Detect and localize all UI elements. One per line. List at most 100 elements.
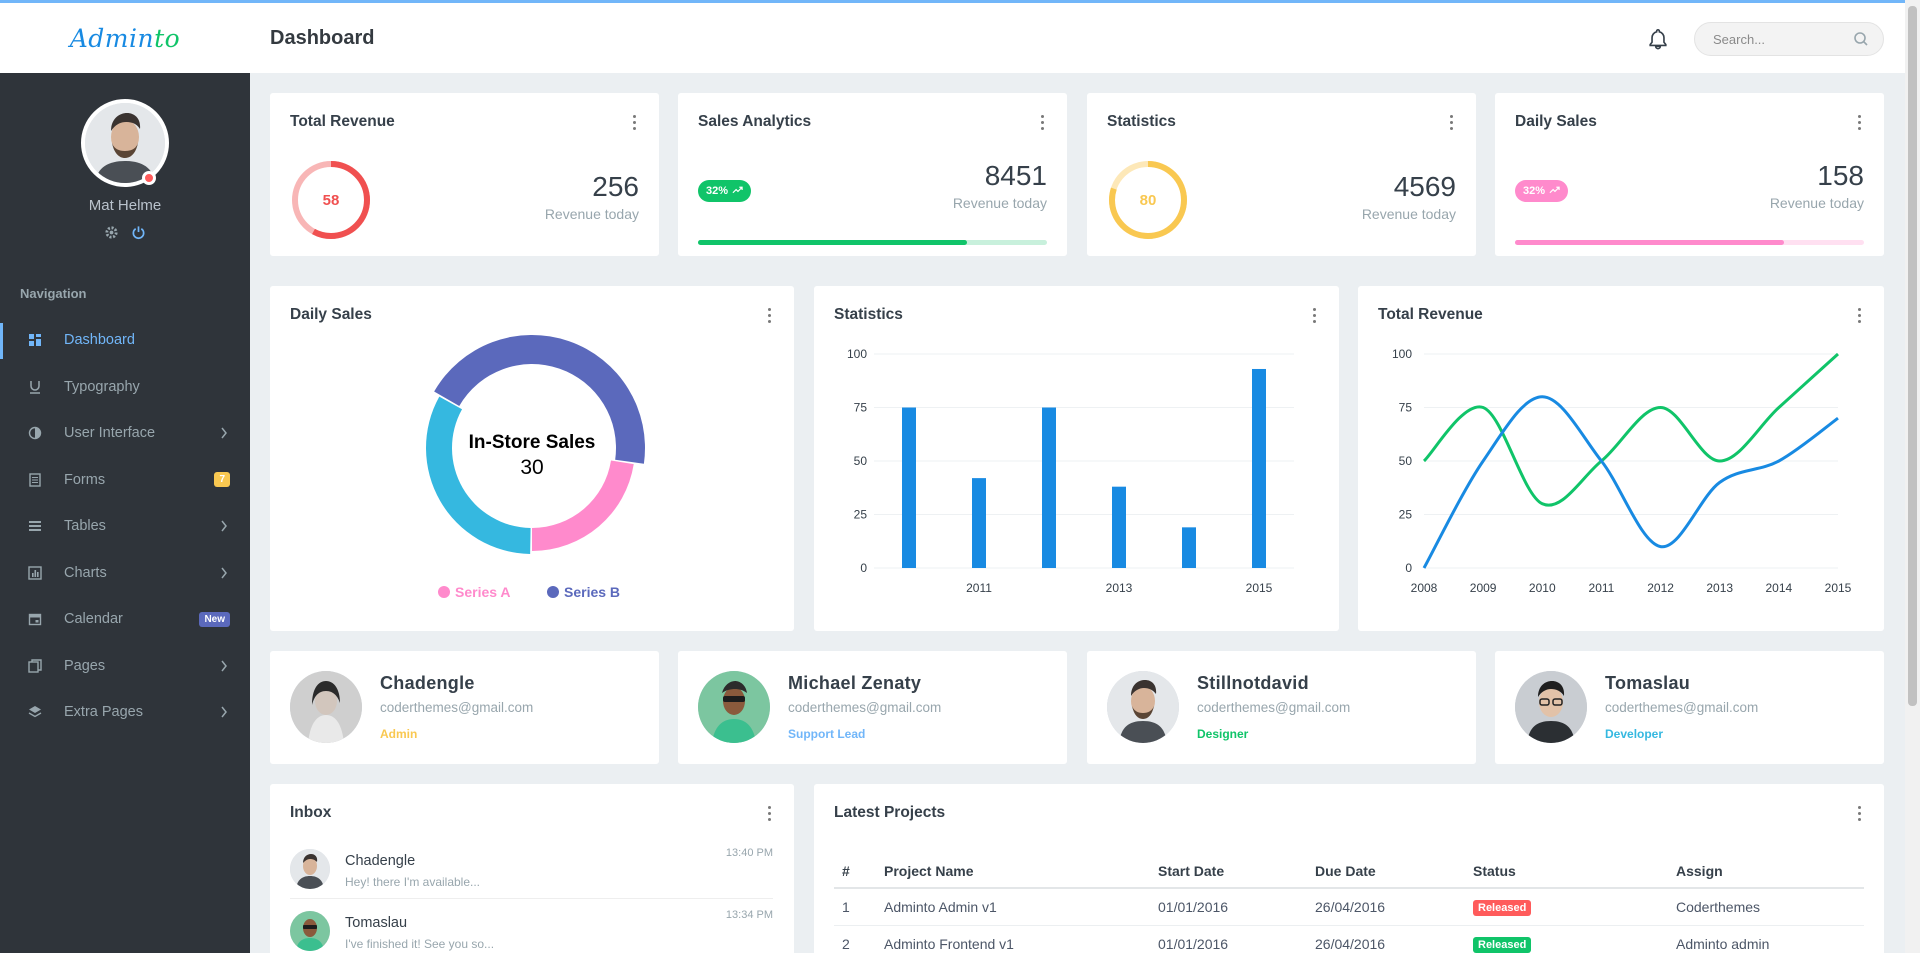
table-header-row: # Project Name Start Date Due Date Statu… bbox=[834, 854, 1864, 889]
series-line-1[interactable] bbox=[1422, 352, 1840, 507]
stat-value: 256 bbox=[592, 171, 639, 202]
chart-icon bbox=[28, 566, 42, 580]
more-vertical-icon[interactable] bbox=[1450, 115, 1454, 130]
sidebar-item-pages[interactable]: Pages bbox=[0, 643, 250, 690]
message-preview: Hey! there I'm available... bbox=[345, 875, 481, 889]
chart-card-daily-sales: Daily Sales In-Store Sales 30 Series A S… bbox=[270, 286, 794, 631]
more-vertical-icon[interactable] bbox=[1858, 115, 1862, 130]
stat-value: 4569 bbox=[1393, 171, 1456, 202]
nav-section-title: Navigation bbox=[20, 286, 87, 301]
more-vertical-icon[interactable] bbox=[1313, 308, 1317, 323]
sidebar-item-label: Typography bbox=[64, 378, 140, 395]
sidebar-item-typography[interactable]: Typography bbox=[0, 364, 250, 411]
page-scrollbar[interactable] bbox=[1905, 0, 1920, 953]
layers-icon bbox=[28, 705, 42, 719]
message-time: 13:40 PM bbox=[725, 847, 773, 859]
member-email: coderthemes@gmail.com bbox=[788, 700, 942, 715]
column-header[interactable]: Status bbox=[1465, 854, 1668, 889]
column-header[interactable]: Start Date bbox=[1150, 854, 1307, 889]
sidebar-item-label: Extra Pages bbox=[64, 704, 143, 721]
line-chart: 0 25 50 75 100 2008 2009 2010 2011 2012 2013 2014 20… bbox=[1392, 347, 1852, 595]
bar[interactable] bbox=[1112, 486, 1126, 568]
search-icon[interactable] bbox=[1853, 31, 1869, 47]
user-avatar[interactable] bbox=[81, 99, 169, 187]
legend-label-series-b: Series B bbox=[564, 584, 620, 600]
scrollbar-thumb[interactable] bbox=[1908, 6, 1917, 706]
power-icon[interactable] bbox=[131, 225, 146, 240]
x-tick-label: 2012 bbox=[1647, 581, 1674, 595]
inbox-item[interactable]: Chadengle Hey! there I'm available... 13… bbox=[290, 837, 773, 899]
legend-swatch-series-a bbox=[438, 586, 450, 598]
sidebar-item-user-interface[interactable]: User Interface bbox=[0, 410, 250, 457]
logo-text: Admin bbox=[69, 23, 155, 53]
sidebar-item-dashboard[interactable]: Dashboard bbox=[0, 317, 250, 364]
table-row[interactable]: 1 Adminto Admin v1 01/01/2016 26/04/2016… bbox=[834, 888, 1864, 926]
start-date: 01/01/2016 bbox=[1150, 925, 1307, 953]
user-actions bbox=[0, 225, 250, 240]
member-email: coderthemes@gmail.com bbox=[1605, 700, 1759, 715]
inbox-card: Inbox Chadengle Hey! there I'm available… bbox=[270, 784, 794, 953]
search-input[interactable] bbox=[1713, 23, 1853, 55]
bar[interactable] bbox=[972, 478, 986, 568]
trending-up-icon bbox=[1549, 185, 1560, 197]
sidebar-item-tables[interactable]: Tables bbox=[0, 503, 250, 550]
user-name[interactable]: Mat Helme bbox=[88, 197, 162, 214]
more-vertical-icon[interactable] bbox=[633, 115, 637, 130]
donut-segment-series-b[interactable] bbox=[434, 334, 645, 464]
growth-pill: 32% bbox=[698, 180, 752, 202]
gear-icon[interactable] bbox=[104, 225, 119, 240]
member-card[interactable]: Tomaslau coderthemes@gmail.com Developer bbox=[1495, 651, 1884, 764]
row-number: 2 bbox=[834, 925, 876, 953]
more-vertical-icon[interactable] bbox=[768, 806, 772, 821]
sidebar-item-forms[interactable]: Forms 7 bbox=[0, 457, 250, 504]
member-card[interactable]: Stillnotdavid coderthemes@gmail.com Desi… bbox=[1087, 651, 1476, 764]
member-card[interactable]: Michael Zenaty coderthemes@gmail.com Sup… bbox=[678, 651, 1067, 764]
inbox-item[interactable]: Tomaslau I've finished it! See you so...… bbox=[290, 899, 773, 953]
avatar bbox=[290, 911, 330, 951]
member-card[interactable]: Chadengle coderthemes@gmail.com Admin bbox=[270, 651, 659, 764]
table-row[interactable]: 2 Adminto Frontend v1 01/01/2016 26/04/2… bbox=[834, 925, 1864, 953]
progress-bar bbox=[698, 240, 1047, 245]
series-line-2[interactable] bbox=[1422, 395, 1839, 569]
member-name: Chadengle bbox=[380, 673, 475, 693]
donut-segment-series-a[interactable] bbox=[532, 460, 634, 551]
sidebar-item-calendar[interactable]: Calendar New bbox=[0, 596, 250, 643]
column-header[interactable]: # bbox=[834, 854, 876, 889]
bar[interactable] bbox=[1182, 527, 1196, 568]
member-name: Tomaslau bbox=[1605, 673, 1691, 693]
bar[interactable] bbox=[1252, 368, 1266, 568]
sidebar-item-charts[interactable]: Charts bbox=[0, 550, 250, 597]
pill-label: 32% bbox=[706, 185, 729, 197]
more-vertical-icon[interactable] bbox=[1858, 806, 1862, 821]
card-title: Latest Projects bbox=[834, 804, 946, 821]
top-accent-line bbox=[0, 0, 1920, 3]
donut-segment-series-c[interactable] bbox=[426, 396, 531, 554]
stat-value: 158 bbox=[1817, 160, 1864, 191]
sender-name: Chadengle bbox=[345, 853, 416, 869]
column-header[interactable]: Project Name bbox=[876, 854, 1150, 889]
more-vertical-icon[interactable] bbox=[1041, 115, 1045, 130]
due-date: 26/04/2016 bbox=[1307, 925, 1465, 953]
column-header[interactable]: Assign bbox=[1668, 854, 1864, 889]
avatar bbox=[1107, 671, 1179, 743]
logo[interactable]: Adminto bbox=[0, 3, 250, 73]
notification-bell-icon[interactable] bbox=[1647, 27, 1669, 51]
bar[interactable] bbox=[902, 407, 916, 569]
member-email: coderthemes@gmail.com bbox=[380, 700, 534, 715]
sidebar-item-label: Calendar bbox=[64, 611, 123, 628]
bar[interactable] bbox=[1042, 407, 1056, 569]
more-vertical-icon[interactable] bbox=[768, 308, 772, 323]
sidebar-item-label: Tables bbox=[64, 518, 106, 535]
more-vertical-icon[interactable] bbox=[1858, 308, 1862, 323]
topbar: Adminto Dashboard bbox=[0, 3, 1905, 73]
stat-label: Revenue today bbox=[1361, 206, 1456, 222]
card-title: Daily Sales bbox=[1515, 113, 1597, 130]
card-title: Inbox bbox=[290, 804, 332, 821]
status-dot bbox=[142, 171, 156, 185]
card-title: Daily Sales bbox=[290, 306, 372, 323]
x-tick-label: 2014 bbox=[1766, 581, 1793, 595]
sidebar-item-extra-pages[interactable]: Extra Pages bbox=[0, 689, 250, 736]
column-header[interactable]: Due Date bbox=[1307, 854, 1465, 889]
status-badge: Released bbox=[1473, 899, 1532, 916]
card-title: Statistics bbox=[834, 306, 903, 323]
